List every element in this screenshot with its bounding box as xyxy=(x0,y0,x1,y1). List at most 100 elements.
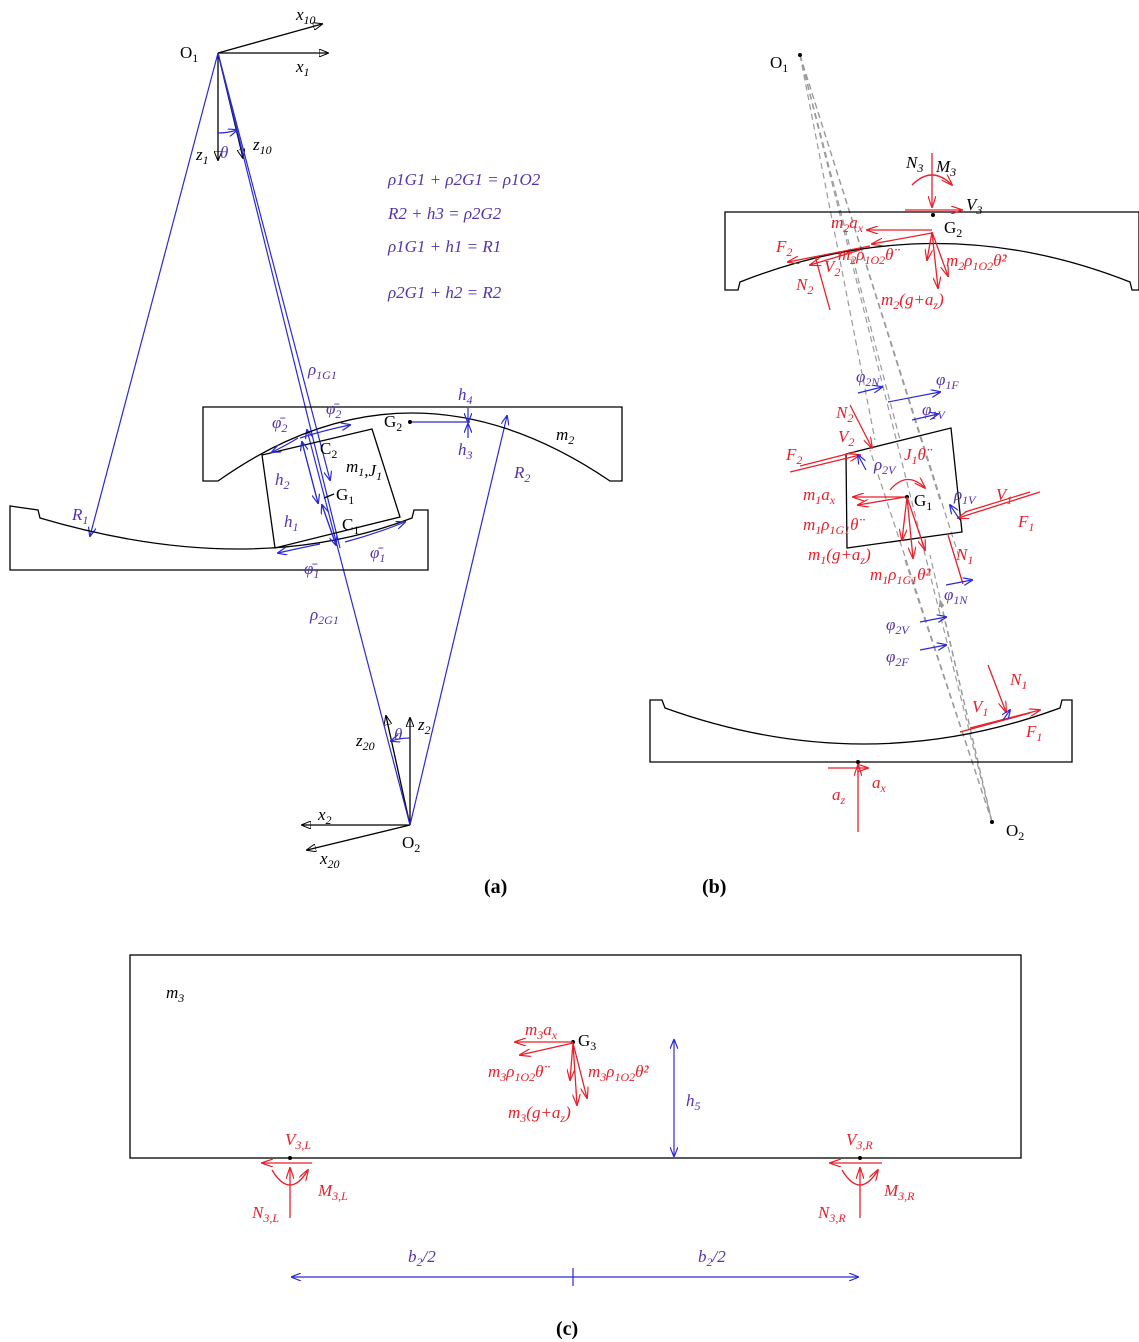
rho2g1-line xyxy=(307,430,411,826)
svg-text:N1: N1 xyxy=(955,545,973,567)
panel-a: O1 x10 x1 z1 z10 θ ρ1G1 G2 h4 h3 m2 φ̄2 … xyxy=(9,5,623,898)
svg-text:θ: θ xyxy=(394,725,402,744)
equation-4: ρ2G1 + h2 = R2 xyxy=(387,283,502,302)
svg-text:M3: M3 xyxy=(935,157,956,179)
svg-text:h1: h1 xyxy=(284,512,299,534)
svg-text:x1: x1 xyxy=(295,57,310,79)
svg-text:N1: N1 xyxy=(1009,670,1027,692)
equation-2: R2 + h3 = ρ2G2 xyxy=(387,204,502,223)
svg-text:θ: θ xyxy=(220,143,228,162)
svg-text:φ2F: φ2F xyxy=(886,647,909,669)
panel-c-label: (c) xyxy=(556,1318,578,1340)
panel-c: m3ax G3 m3ρ1O2θ̈ m3ρ1O2θ̇² m3(g+az) h5 m… xyxy=(129,954,1022,1340)
svg-text:h4: h4 xyxy=(458,385,473,407)
svg-text:O2: O2 xyxy=(1006,821,1024,843)
svg-text:F2: F2 xyxy=(785,445,802,467)
svg-text:V1: V1 xyxy=(996,485,1012,507)
svg-text:C2: C2 xyxy=(320,439,337,461)
svg-text:m2ax: m2ax xyxy=(831,213,864,235)
svg-text:ρ1G1: ρ1G1 xyxy=(307,360,337,382)
upper-plate-b xyxy=(724,211,1139,291)
svg-text:m2ρ1O2θ̇²: m2ρ1O2θ̇² xyxy=(946,251,1007,273)
rho1g1-line xyxy=(217,52,330,480)
panel-a-label: (a) xyxy=(484,876,507,898)
svg-text:m1,J1: m1,J1 xyxy=(346,457,382,483)
svg-text:O1: O1 xyxy=(180,43,198,65)
r1-line xyxy=(90,52,219,536)
svg-text:M3,L: M3,L xyxy=(317,1181,348,1203)
svg-text:m3: m3 xyxy=(166,983,184,1005)
svg-text:N3,R: N3,R xyxy=(817,1203,846,1225)
dashed-paths xyxy=(799,54,993,823)
slider-block-a xyxy=(261,428,401,549)
lower-plate-a xyxy=(9,505,429,571)
o1-axes xyxy=(218,24,328,160)
svg-text:φ̄2: φ̄2 xyxy=(272,413,287,435)
svg-text:ρ1V: ρ1V xyxy=(953,485,977,507)
r2-line xyxy=(409,416,507,826)
svg-text:N3,L: N3,L xyxy=(251,1203,279,1225)
svg-text:x10: x10 xyxy=(295,5,316,27)
svg-text:m2(g+az): m2(g+az) xyxy=(881,290,944,312)
svg-text:V1: V1 xyxy=(972,697,988,719)
svg-text:φ̄1: φ̄1 xyxy=(370,543,385,565)
o1-c1-line xyxy=(217,52,341,549)
o2-axes xyxy=(302,716,410,850)
svg-text:F1: F1 xyxy=(1017,512,1034,534)
equations: ρ1G1 + ρ2G1 = ρ1O2 R2 + h3 = ρ2G2 ρ1G1 +… xyxy=(387,170,541,302)
svg-text:G3: G3 xyxy=(578,1031,596,1053)
svg-text:N3: N3 xyxy=(905,153,923,175)
svg-text:φ1N: φ1N xyxy=(944,585,968,607)
svg-text:x20: x20 xyxy=(319,849,340,871)
svg-text:m1ax: m1ax xyxy=(803,485,836,507)
svg-text:M3,R: M3,R xyxy=(883,1181,915,1203)
svg-text:z2: z2 xyxy=(417,715,431,737)
upper-plate-a xyxy=(202,406,623,482)
svg-text:R2: R2 xyxy=(513,463,530,485)
slider-block-b xyxy=(845,427,963,549)
svg-text:N2: N2 xyxy=(795,275,813,297)
svg-text:V2: V2 xyxy=(838,427,854,449)
svg-text:G1: G1 xyxy=(914,491,932,513)
svg-text:C1: C1 xyxy=(342,515,359,537)
svg-text:G1: G1 xyxy=(336,485,354,507)
svg-text:V3,L: V3,L xyxy=(285,1130,311,1152)
svg-text:O1: O1 xyxy=(770,53,788,75)
svg-text:φ2V: φ2V xyxy=(886,615,910,637)
equation-1: ρ1G1 + ρ2G1 = ρ1O2 xyxy=(387,170,541,189)
svg-text:x2: x2 xyxy=(317,805,332,827)
svg-text:V3: V3 xyxy=(966,195,982,217)
equation-3: ρ1G1 + h1 = R1 xyxy=(387,237,501,256)
lower-plate-b xyxy=(649,699,1073,763)
svg-text:m1ρ1G1θ̈: m1ρ1G1θ̈ xyxy=(803,515,865,537)
svg-text:b2/2: b2/2 xyxy=(408,1247,436,1269)
svg-text:ax: ax xyxy=(872,773,887,795)
svg-text:ρ2V: ρ2V xyxy=(873,455,897,477)
svg-text:m3ρ1O2θ̇²: m3ρ1O2θ̇² xyxy=(588,1062,649,1084)
svg-text:G2: G2 xyxy=(944,218,962,240)
svg-text:z10: z10 xyxy=(252,135,272,157)
svg-text:φ̄2: φ̄2 xyxy=(326,399,341,421)
svg-text:m3(g+az): m3(g+az) xyxy=(508,1103,571,1125)
svg-text:φ2N: φ2N xyxy=(856,367,880,389)
svg-text:m3ρ1O2θ̈: m3ρ1O2θ̈ xyxy=(488,1062,550,1084)
svg-text:F1: F1 xyxy=(1025,722,1042,744)
svg-text:z1: z1 xyxy=(195,145,209,167)
svg-text:φ1V: φ1V xyxy=(922,400,946,422)
svg-text:R1: R1 xyxy=(71,505,88,527)
svg-text:V3,R: V3,R xyxy=(846,1130,873,1152)
svg-text:az: az xyxy=(832,785,846,807)
panel-b: m2ax m2ρ1O2θ̈ m2ρ1O2θ̇² m2(g+az) N3 M3 V… xyxy=(649,53,1139,898)
svg-text:φ1F: φ1F xyxy=(936,370,959,392)
svg-text:h3: h3 xyxy=(458,440,473,462)
svg-text:m1ρ1G1θ̇²: m1ρ1G1θ̇² xyxy=(870,565,931,587)
svg-text:m3ax: m3ax xyxy=(525,1020,558,1042)
svg-text:G2: G2 xyxy=(384,412,402,434)
svg-text:J1θ̈: J1θ̈ xyxy=(904,445,933,467)
svg-text:O2: O2 xyxy=(402,833,420,855)
svg-text:b2/2: b2/2 xyxy=(698,1247,726,1269)
svg-text:h5: h5 xyxy=(686,1091,701,1113)
svg-text:ρ2G1: ρ2G1 xyxy=(309,605,339,627)
svg-text:φ̄1: φ̄1 xyxy=(304,559,319,581)
